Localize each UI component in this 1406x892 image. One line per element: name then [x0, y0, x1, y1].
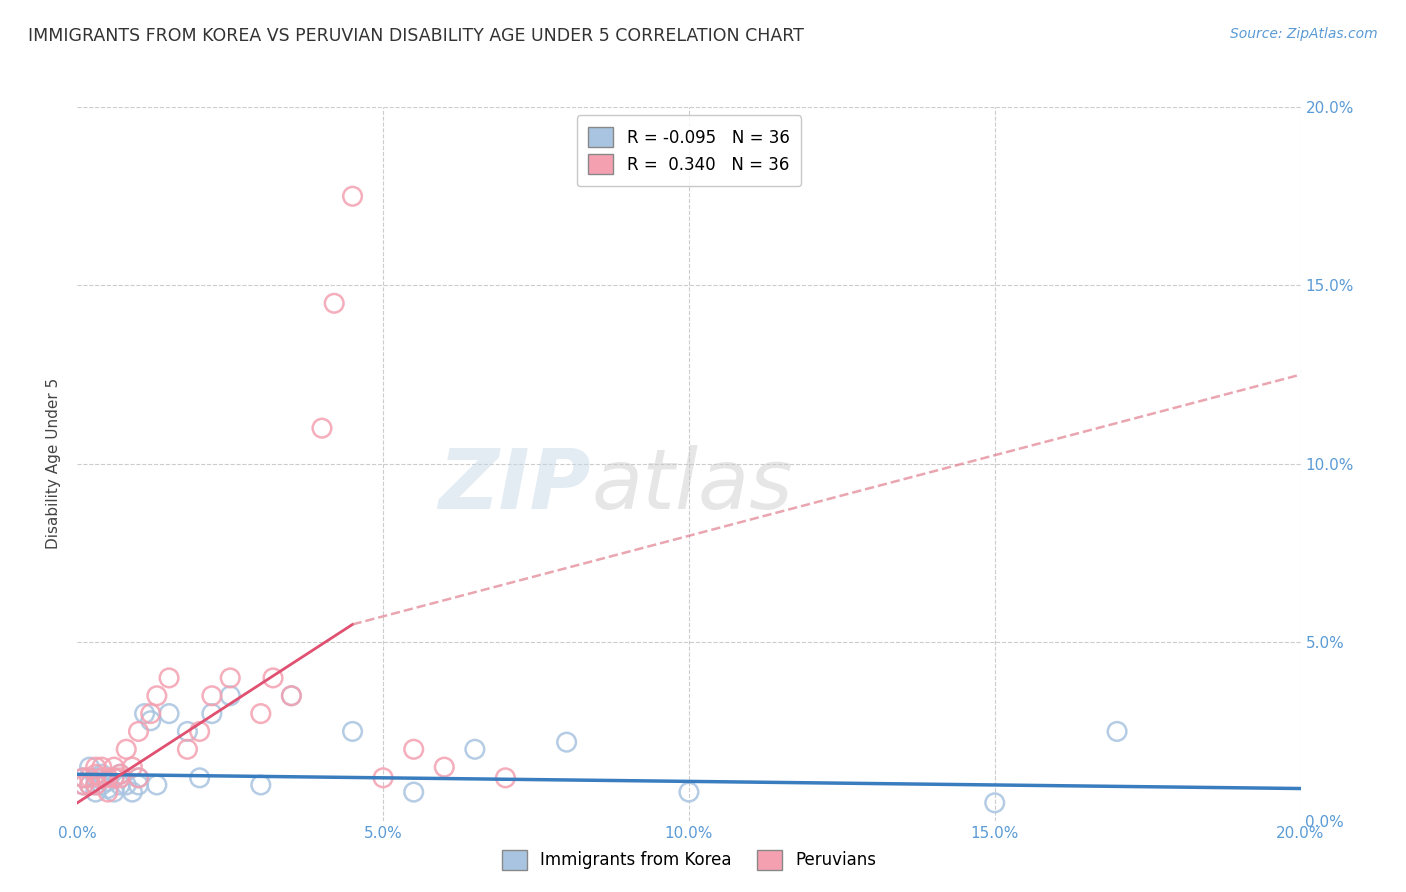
Text: atlas: atlas [591, 445, 793, 525]
Point [201, 706, 224, 721]
Y-axis label: Disability Age Under 5: Disability Age Under 5 [46, 378, 62, 549]
Point [72, 778, 94, 792]
Point [97, 785, 120, 799]
Point [90, 778, 112, 792]
Point [121, 760, 143, 774]
Point [146, 689, 169, 703]
Point [176, 742, 198, 756]
Point [128, 778, 150, 792]
Point [139, 706, 162, 721]
Point [280, 689, 302, 703]
Point [555, 735, 578, 749]
Point [97, 774, 120, 789]
Point [250, 706, 273, 721]
Text: ZIP: ZIP [439, 445, 591, 525]
Point [108, 767, 131, 781]
Point [90, 760, 112, 774]
Point [146, 778, 169, 792]
Point [72, 771, 94, 785]
Point [121, 785, 143, 799]
Point [433, 760, 456, 774]
Point [157, 671, 180, 685]
Point [90, 771, 112, 785]
Point [84, 785, 107, 799]
Point [79, 778, 101, 792]
Point [157, 706, 180, 721]
Point [84, 760, 107, 774]
Point [79, 760, 101, 774]
Point [219, 671, 242, 685]
Point [128, 771, 150, 785]
Point [1107, 724, 1129, 739]
Point [84, 771, 107, 785]
Point [262, 671, 284, 685]
Point [97, 781, 120, 796]
Point [139, 714, 162, 728]
Point [108, 767, 131, 781]
Point [128, 771, 150, 785]
Point [495, 771, 517, 785]
Point [219, 689, 242, 703]
Point [402, 785, 425, 799]
Point [103, 785, 125, 799]
Point [311, 421, 333, 435]
Point [103, 771, 125, 785]
Point [103, 760, 125, 774]
Legend: Immigrants from Korea, Peruvians: Immigrants from Korea, Peruvians [495, 843, 883, 877]
Point [79, 771, 101, 785]
Point [280, 689, 302, 703]
Point [72, 778, 94, 792]
Point [128, 724, 150, 739]
Point [201, 689, 224, 703]
Point [678, 785, 700, 799]
Point [134, 706, 156, 721]
Point [79, 778, 101, 792]
Point [90, 767, 112, 781]
Point [72, 771, 94, 785]
Point [84, 778, 107, 792]
Point [342, 724, 364, 739]
Point [984, 796, 1007, 810]
Point [84, 767, 107, 781]
Point [115, 778, 138, 792]
Point [97, 771, 120, 785]
Point [402, 742, 425, 756]
Point [84, 778, 107, 792]
Text: IMMIGRANTS FROM KOREA VS PERUVIAN DISABILITY AGE UNDER 5 CORRELATION CHART: IMMIGRANTS FROM KOREA VS PERUVIAN DISABI… [28, 27, 804, 45]
Text: Source: ZipAtlas.com: Source: ZipAtlas.com [1230, 27, 1378, 41]
Point [176, 724, 198, 739]
Point [323, 296, 346, 310]
Point [188, 724, 211, 739]
Point [108, 771, 131, 785]
Point [188, 771, 211, 785]
Point [103, 771, 125, 785]
Point [115, 742, 138, 756]
Point [108, 778, 131, 792]
Point [342, 189, 364, 203]
Point [250, 778, 273, 792]
Point [371, 771, 394, 785]
Point [464, 742, 486, 756]
